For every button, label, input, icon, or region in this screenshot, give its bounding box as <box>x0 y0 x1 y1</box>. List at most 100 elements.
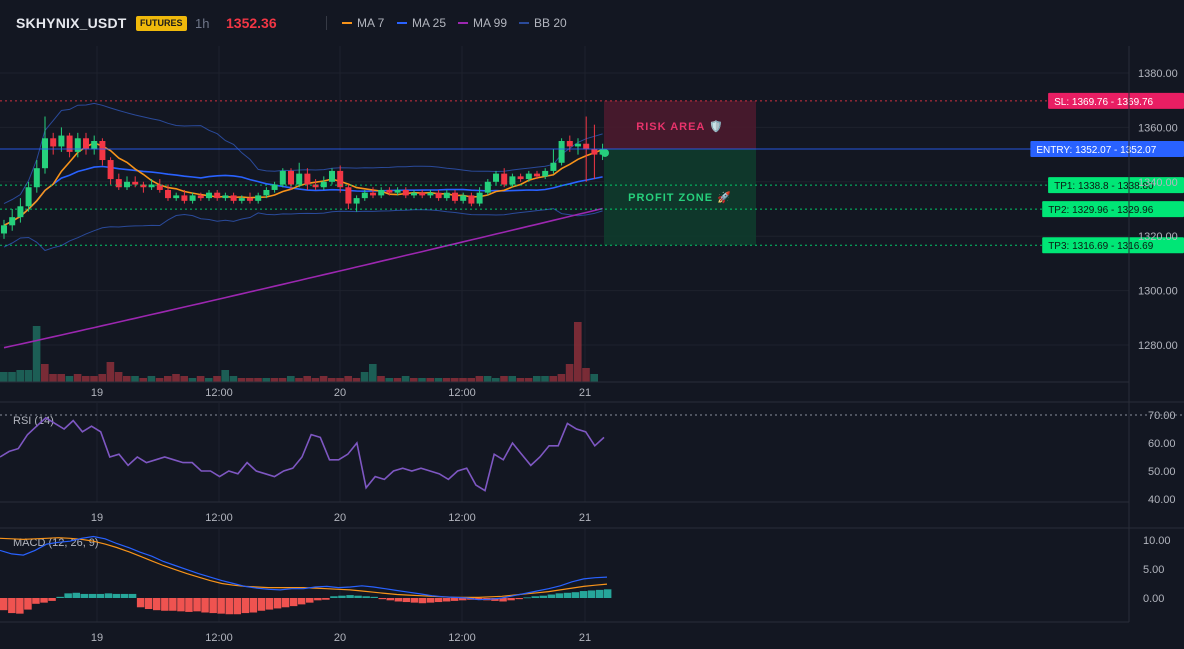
candle-body[interactable] <box>206 192 212 199</box>
candle-body[interactable] <box>189 195 196 201</box>
entry-level-tag[interactable] <box>1030 140 1184 157</box>
tp1-level-tag[interactable] <box>1048 177 1184 194</box>
candle-body[interactable] <box>411 192 417 196</box>
macd-histogram-bar <box>120 593 129 598</box>
risk-area-label: RISK AREA 🛡️ <box>636 120 723 133</box>
candle-body[interactable] <box>304 173 311 185</box>
candle-body[interactable] <box>583 143 590 150</box>
candle-body[interactable] <box>83 138 89 150</box>
timeframe-label[interactable]: 1h <box>195 16 210 31</box>
candle-body[interactable] <box>140 184 147 188</box>
candle-body[interactable] <box>173 195 180 199</box>
legend-ma25[interactable]: MA 25 <box>397 16 446 30</box>
candle-body[interactable] <box>558 141 565 163</box>
candle-body[interactable] <box>435 192 442 199</box>
candle-body[interactable] <box>484 181 491 193</box>
sl-level-tag[interactable] <box>1048 92 1184 109</box>
tp3-level-tag[interactable] <box>1042 237 1184 254</box>
legend-bb20[interactable]: BB 20 <box>519 16 567 30</box>
candle-body[interactable] <box>320 181 327 188</box>
candle-body[interactable] <box>468 195 475 204</box>
volume-bar <box>311 378 320 382</box>
candle-body[interactable] <box>452 192 458 201</box>
candle-body[interactable] <box>181 195 188 201</box>
candle-body[interactable] <box>509 176 516 185</box>
price-axis-label: 1360.00 <box>1138 122 1178 134</box>
candle-body[interactable] <box>419 192 426 196</box>
candle-body[interactable] <box>263 189 270 196</box>
candle-body[interactable] <box>337 170 344 188</box>
candle-body[interactable] <box>493 173 499 182</box>
candle-body[interactable] <box>66 135 73 152</box>
candle-body[interactable] <box>156 184 163 190</box>
candle-body[interactable] <box>279 170 286 185</box>
candle-body[interactable] <box>296 173 303 185</box>
volume-bar <box>582 368 590 382</box>
candle-body[interactable] <box>501 173 508 185</box>
candle-body[interactable] <box>148 184 155 188</box>
macd-histogram-bar <box>555 593 564 598</box>
candle-body[interactable] <box>575 143 581 147</box>
candle-body[interactable] <box>394 189 401 193</box>
bb20-swatch <box>519 21 529 24</box>
rsi-time-label: 19 <box>91 512 103 524</box>
volume-bar <box>344 376 352 382</box>
candle-body[interactable] <box>74 138 81 152</box>
candle-body[interactable] <box>288 170 294 185</box>
candle-body[interactable] <box>50 138 57 147</box>
candle-body[interactable] <box>115 179 122 188</box>
tp2-level-tag[interactable] <box>1042 201 1184 218</box>
candle-body[interactable] <box>42 138 48 169</box>
candle-body[interactable] <box>255 195 262 201</box>
candle-body[interactable] <box>1 225 7 234</box>
candlesticks[interactable] <box>1 116 606 239</box>
candle-body[interactable] <box>124 181 130 188</box>
candle-body[interactable] <box>107 160 114 180</box>
volume-bar <box>459 378 467 382</box>
candle-body[interactable] <box>460 195 467 201</box>
candle-body[interactable] <box>214 192 221 199</box>
candle-body[interactable] <box>534 173 540 177</box>
candle-body[interactable] <box>25 187 32 207</box>
candle-body[interactable] <box>91 141 98 150</box>
candle-body[interactable] <box>58 135 65 147</box>
rsi-time-label: 12:00 <box>448 512 476 524</box>
candle-body[interactable] <box>550 162 557 171</box>
candle-body[interactable] <box>402 189 409 196</box>
candle-body[interactable] <box>476 192 483 204</box>
candle-body[interactable] <box>329 170 335 182</box>
candle-body[interactable] <box>99 141 106 161</box>
candle-body[interactable] <box>566 141 573 147</box>
volume-bar <box>24 370 33 382</box>
candle-body[interactable] <box>197 195 204 199</box>
candle-body[interactable] <box>9 217 16 226</box>
candle-body[interactable] <box>525 173 532 180</box>
candle-body[interactable] <box>230 195 237 201</box>
candle-body[interactable] <box>353 198 360 204</box>
candle-body[interactable] <box>165 189 171 199</box>
candle-body[interactable] <box>132 181 139 185</box>
candle-body[interactable] <box>312 184 319 188</box>
candle-body[interactable] <box>443 192 450 199</box>
legend-ma99[interactable]: MA 99 <box>458 16 507 30</box>
candle-body[interactable] <box>222 195 229 199</box>
candle-body[interactable] <box>427 192 434 196</box>
candle-body[interactable] <box>271 184 278 190</box>
candle-body[interactable] <box>17 206 24 218</box>
candle-body[interactable] <box>361 192 368 199</box>
candle-body[interactable] <box>386 189 393 193</box>
volume-bar <box>205 378 213 382</box>
candle-body[interactable] <box>517 176 524 180</box>
candle-body[interactable] <box>33 168 40 188</box>
candle-body[interactable] <box>591 149 598 155</box>
candle-body[interactable] <box>238 198 245 201</box>
candle-body[interactable] <box>542 170 549 177</box>
candle-body[interactable] <box>247 198 253 201</box>
candle-body[interactable] <box>370 192 376 196</box>
candle-body[interactable] <box>378 189 385 196</box>
candle-body[interactable] <box>345 187 352 204</box>
legend-ma7[interactable]: MA 7 <box>342 16 384 30</box>
symbol-name[interactable]: SKHYNIX_USDT <box>16 15 127 31</box>
macd-histogram-bar <box>547 594 556 598</box>
